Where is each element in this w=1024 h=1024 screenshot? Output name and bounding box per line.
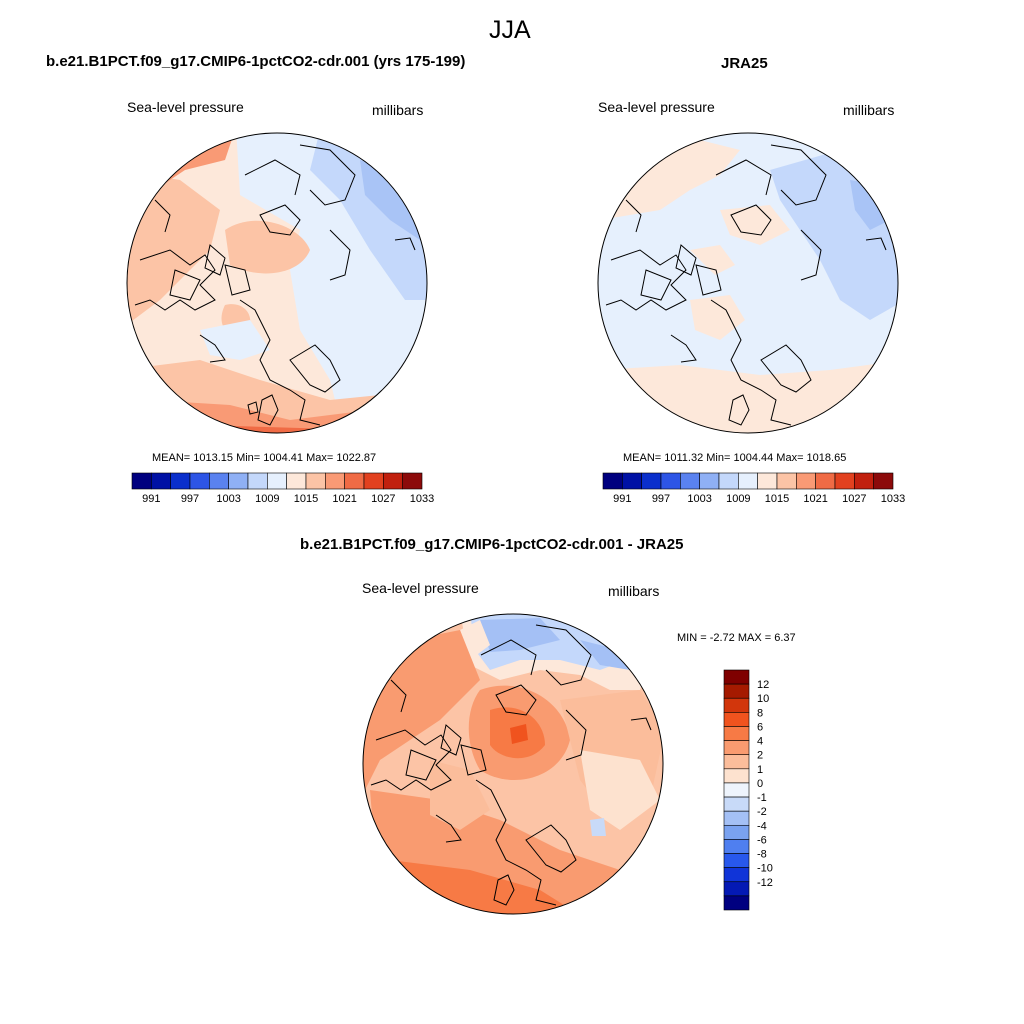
colorbar-tick-label: 1009: [255, 493, 279, 505]
colorbar-swatch: [305, 472, 326, 490]
colorbar-swatch: [854, 472, 874, 490]
colorbar-tick-label: 991: [142, 493, 160, 505]
colorbar-swatch: [189, 472, 210, 490]
colorbar-tick-label: 997: [181, 493, 199, 505]
colorbar-swatch: [873, 472, 894, 490]
colorbar-swatch: [723, 839, 750, 854]
colorbar-tick-label: 997: [652, 493, 670, 505]
map-obs: [598, 133, 898, 433]
colorbar-swatch: [344, 472, 365, 490]
colorbar-model: 991 997 1003 1009 1015 1021 1027 1033: [131, 472, 434, 505]
panel-obs-stats: MEAN= 1011.32 Min= 1004.44 Max= 1018.65: [623, 452, 847, 464]
colorbar-swatch: [723, 669, 750, 685]
colorbar-swatch: [699, 472, 720, 490]
colorbar-obs: 991 997 1003 1009 1015 1021 1027 1033: [602, 472, 905, 505]
colorbar-swatch: [723, 895, 750, 911]
colorbar-tick-label: 1021: [803, 493, 827, 505]
colorbar-tick-label: 1027: [842, 493, 866, 505]
colorbar-swatch: [723, 740, 750, 756]
colorbar-swatch: [723, 867, 750, 883]
panel-obs-title: JRA25: [721, 55, 768, 72]
colorbar-tick-label: 10: [757, 693, 769, 705]
colorbar-tick-label: 1003: [216, 493, 240, 505]
colorbar-swatch: [325, 472, 345, 490]
colorbar-tick-label: 6: [757, 721, 763, 733]
colorbar-swatch: [209, 472, 229, 490]
colorbar-tick-label: -10: [757, 863, 773, 875]
colorbar-tick-label: 12: [757, 679, 769, 691]
colorbar-swatch: [723, 754, 750, 770]
panel-diff-units-label: millibars: [608, 583, 660, 599]
map-difference: [363, 614, 663, 914]
colorbar-swatch: [723, 768, 750, 784]
panel-diff-stats: MIN = -2.72 MAX = 6.37: [677, 632, 796, 644]
map-model: [127, 133, 427, 433]
colorbar-swatch: [151, 472, 171, 490]
colorbar-tick-label: -4: [757, 820, 767, 832]
colorbar-tick-label: 1027: [371, 493, 395, 505]
colorbar-swatch: [723, 824, 750, 840]
colorbar-tick-label: -6: [757, 834, 767, 846]
colorbar-swatch: [723, 881, 750, 897]
colorbar-swatch: [402, 472, 423, 490]
colorbar-swatch: [815, 472, 836, 490]
colorbar-swatch: [228, 472, 249, 490]
colorbar-swatch: [723, 796, 750, 812]
colorbar-tick-label: -1: [757, 792, 767, 804]
colorbar-swatch: [796, 472, 816, 490]
colorbar-swatch: [834, 472, 855, 490]
colorbar-tick-label: -2: [757, 806, 767, 818]
figure-title: JJA: [489, 16, 531, 44]
panel-model-title: b.e21.B1PCT.f09_g17.CMIP6-1pctCO2-cdr.00…: [46, 53, 466, 70]
colorbar-swatch: [602, 472, 623, 490]
colorbar-tick-label: 991: [613, 493, 631, 505]
panel-diff-title: b.e21.B1PCT.f09_g17.CMIP6-1pctCO2-cdr.00…: [300, 536, 684, 553]
colorbar-swatch: [363, 472, 384, 490]
colorbar-tick-label: 1009: [726, 493, 750, 505]
colorbar-tick-label: -8: [757, 849, 767, 861]
colorbar-swatch: [757, 472, 778, 490]
colorbar-swatch: [622, 472, 642, 490]
colorbar-swatch: [723, 683, 750, 699]
panel-obs-units-label: millibars: [843, 102, 895, 118]
colorbar-swatch: [267, 472, 287, 490]
panel-model-stats: MEAN= 1013.15 Min= 1004.41 Max= 1022.87: [152, 452, 377, 464]
colorbar-tick-label: 1015: [294, 493, 318, 505]
colorbar-swatch: [170, 472, 191, 490]
panel-model-variable-label: Sea-level pressure: [127, 99, 244, 115]
panel-diff-variable-label: Sea-level pressure: [362, 580, 479, 596]
colorbar-swatch: [723, 726, 750, 741]
colorbar-tick-label: 0: [757, 778, 763, 790]
panel-obs-variable-label: Sea-level pressure: [598, 99, 715, 115]
colorbar-tick-label: 1015: [765, 493, 789, 505]
colorbar-swatch: [776, 472, 797, 490]
colorbar-tick-label: 1021: [332, 493, 356, 505]
colorbar-swatch: [286, 472, 307, 490]
colorbar-tick-label: 1: [757, 764, 763, 776]
colorbar-swatch: [723, 853, 750, 868]
colorbar-swatch: [723, 712, 750, 727]
colorbar-swatch: [131, 472, 152, 490]
colorbar-tick-label: -12: [757, 877, 773, 889]
colorbar-tick-label: 1033: [881, 493, 905, 505]
colorbar-tick-label: 4: [757, 736, 763, 748]
colorbar-swatch: [680, 472, 700, 490]
colorbar-swatch: [723, 810, 750, 826]
colorbar-swatch: [641, 472, 662, 490]
colorbar-swatch: [738, 472, 758, 490]
colorbar-swatch: [723, 782, 750, 798]
colorbar-swatch: [247, 472, 268, 490]
colorbar-tick-label: 2: [757, 750, 763, 762]
colorbar-tick-label: 1003: [687, 493, 711, 505]
colorbar-tick-label: 1033: [410, 493, 434, 505]
colorbar-tick-label: 8: [757, 707, 763, 719]
panel-model-units-label: millibars: [372, 102, 424, 118]
colorbar-swatch: [718, 472, 739, 490]
colorbar-swatch: [383, 472, 403, 490]
colorbar-swatch: [723, 697, 750, 713]
colorbar-swatch: [660, 472, 681, 490]
